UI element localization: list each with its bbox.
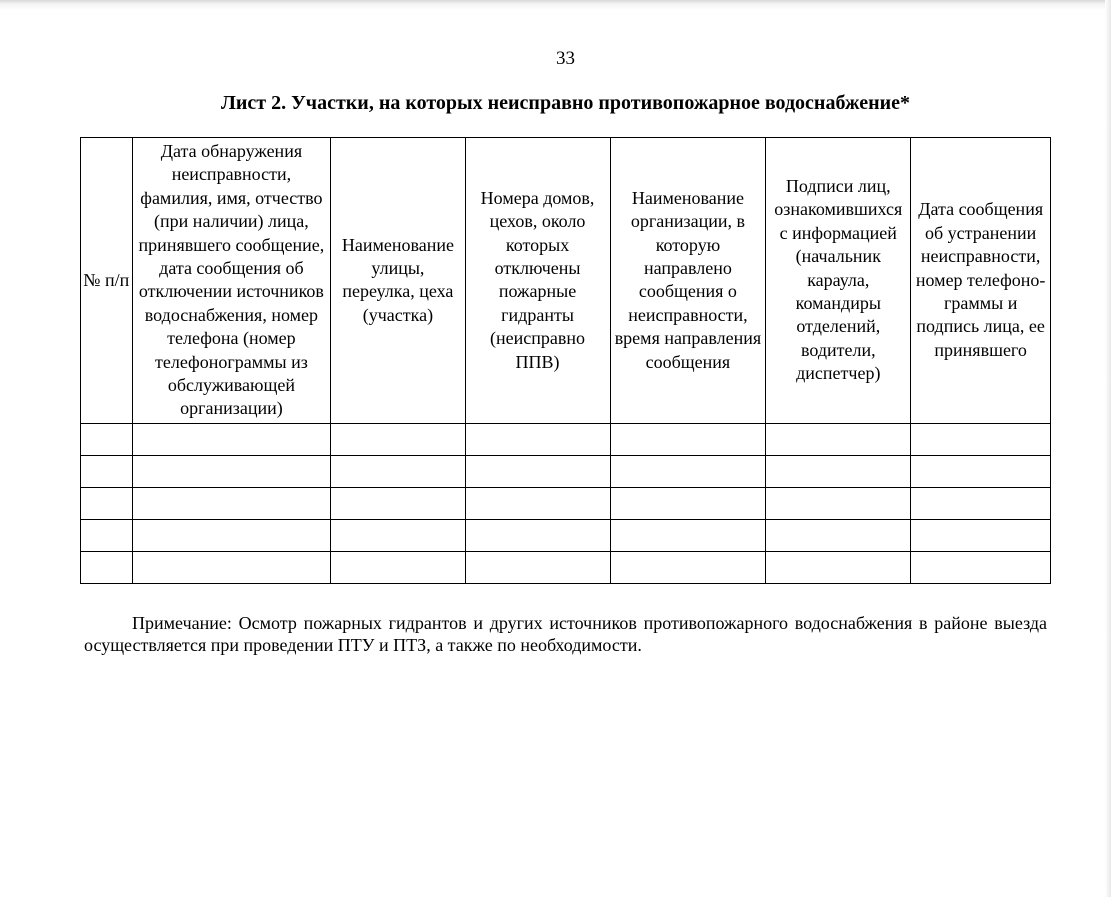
- cell: [81, 519, 133, 551]
- table-header-row: № п/п Дата обнаружения неисправности, фа…: [81, 138, 1051, 424]
- cell: [465, 519, 610, 551]
- col-header-detection: Дата обнаружения неисправности, фамилия,…: [132, 138, 331, 424]
- cell: [610, 519, 766, 551]
- scan-artifact-right: [1105, 0, 1111, 897]
- page-number: 33: [80, 48, 1051, 70]
- cell: [81, 487, 133, 519]
- cell: [465, 455, 610, 487]
- cell: [132, 551, 331, 583]
- main-table: № п/п Дата обнаружения неисправности, фа…: [80, 137, 1051, 584]
- cell: [132, 519, 331, 551]
- cell: [766, 455, 911, 487]
- cell: [132, 455, 331, 487]
- cell: [766, 423, 911, 455]
- cell: [610, 423, 766, 455]
- cell: [81, 455, 133, 487]
- table-row: [81, 455, 1051, 487]
- col-header-signatures: Подписи лиц, ознакомив­шихся с информаци…: [766, 138, 911, 424]
- col-header-organization: Наименование организации, в которую напр…: [610, 138, 766, 424]
- cell: [766, 487, 911, 519]
- scan-artifact-top: [0, 0, 1111, 10]
- cell: [465, 423, 610, 455]
- cell: [610, 551, 766, 583]
- cell: [132, 423, 331, 455]
- col-header-houses: Номера домов, цехов, около которых отклю…: [465, 138, 610, 424]
- cell: [331, 551, 465, 583]
- col-header-street: Наимено­вание улицы, переулка, цеха (уча…: [331, 138, 465, 424]
- cell: [610, 455, 766, 487]
- table-row: [81, 519, 1051, 551]
- col-header-resolution: Дата сообщения об устранении неисправ­но…: [911, 138, 1051, 424]
- cell: [911, 487, 1051, 519]
- cell: [331, 519, 465, 551]
- col-header-number: № п/п: [81, 138, 133, 424]
- cell: [81, 423, 133, 455]
- cell: [331, 423, 465, 455]
- cell: [766, 551, 911, 583]
- cell: [911, 519, 1051, 551]
- cell: [465, 551, 610, 583]
- cell: [911, 423, 1051, 455]
- cell: [81, 551, 133, 583]
- cell: [465, 487, 610, 519]
- table-row: [81, 551, 1051, 583]
- cell: [132, 487, 331, 519]
- cell: [331, 455, 465, 487]
- cell: [766, 519, 911, 551]
- table-row: [81, 487, 1051, 519]
- page-title: Лист 2. Участки, на которых неисправно п…: [80, 92, 1051, 115]
- cell: [331, 487, 465, 519]
- cell: [911, 455, 1051, 487]
- cell: [911, 551, 1051, 583]
- cell: [610, 487, 766, 519]
- footnote: Примечание: Осмотр пожарных гидрантов и …: [80, 612, 1051, 657]
- table-row: [81, 423, 1051, 455]
